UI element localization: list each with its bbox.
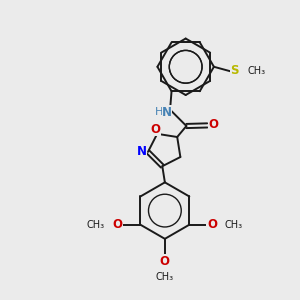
Text: H: H	[154, 107, 163, 117]
Text: O: O	[209, 118, 219, 131]
Text: CH₃: CH₃	[225, 220, 243, 230]
Text: CH₃: CH₃	[156, 272, 174, 282]
Text: CH₃: CH₃	[87, 220, 105, 230]
Text: O: O	[113, 218, 123, 231]
Text: CH₃: CH₃	[248, 66, 266, 76]
Text: O: O	[207, 218, 217, 231]
Text: N: N	[162, 106, 172, 118]
Text: O: O	[151, 123, 161, 136]
Text: S: S	[230, 64, 239, 77]
Text: O: O	[160, 255, 170, 268]
Text: N: N	[136, 145, 146, 158]
